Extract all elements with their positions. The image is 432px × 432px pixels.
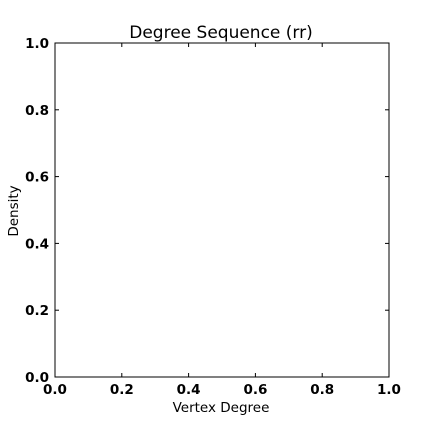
chart-title: Degree Sequence (rr) [129, 23, 312, 43]
y-tick-label: 0.2 [25, 303, 49, 319]
y-tick-label: 0.6 [25, 170, 49, 186]
x-tick-label: 0.8 [310, 382, 334, 398]
x-tick-label: 1.0 [377, 382, 401, 398]
y-tick-label: 0.4 [25, 236, 49, 252]
y-axis-ticks [55, 42, 389, 378]
plot-area [54, 42, 390, 378]
x-axis-tick-labels: 0.0 0.2 0.4 0.6 0.8 1.0 [43, 382, 401, 398]
y-tick-label: 0.8 [25, 103, 49, 119]
y-tick-label: 0.0 [25, 370, 49, 386]
y-axis-tick-labels: 0.0 0.2 0.4 0.6 0.8 1.0 [25, 36, 49, 386]
x-axis-label: Vertex Degree [173, 400, 270, 416]
x-tick-label: 0.6 [243, 382, 267, 398]
y-tick-label: 1.0 [25, 36, 49, 52]
x-axis-ticks [54, 43, 390, 377]
x-tick-label: 0.2 [110, 382, 134, 398]
x-tick-label: 0.0 [43, 382, 67, 398]
y-axis-label: Density [6, 185, 22, 236]
x-tick-label: 0.4 [177, 382, 201, 398]
